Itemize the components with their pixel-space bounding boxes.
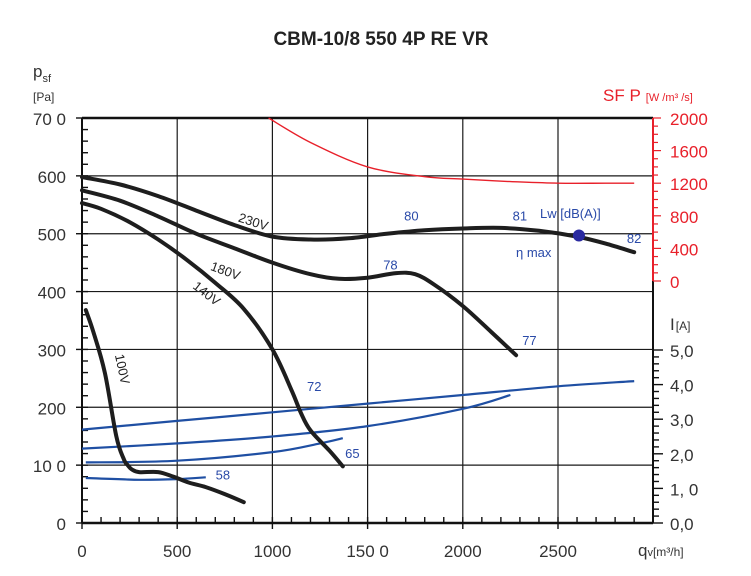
current-curve-i-230v — [81, 380, 635, 431]
y3-axis-label-main: I — [670, 315, 675, 334]
y-axis-label: psf — [33, 62, 52, 85]
y3-tick-label: 5,0 — [670, 342, 694, 361]
y3-tick-label: 4,0 — [670, 377, 694, 396]
series — [80, 117, 637, 505]
y3-axis-label: I[A] — [670, 315, 690, 334]
y-axis-label-sub: sf — [42, 73, 52, 85]
x-tick-label: 150 0 — [346, 542, 389, 561]
x-tick-label: 2500 — [539, 542, 577, 561]
eta-max-label: η max — [516, 245, 552, 260]
y-tick-label: 70 0 — [33, 110, 66, 129]
x-tick-label: 2000 — [444, 542, 482, 561]
x-tick-label: 500 — [163, 542, 191, 561]
y-tick-label: 500 — [38, 226, 66, 245]
current-curve-i-100v — [85, 476, 206, 481]
lw-label: 65 — [345, 446, 359, 461]
y-axis-unit: [Pa] — [33, 90, 54, 104]
y2-tick-label: 2000 — [670, 110, 708, 129]
y2-axis-label-main: SF P — [603, 86, 641, 105]
y2-tick-label: 400 — [670, 240, 698, 259]
y3-tick-label: 1, 0 — [670, 480, 698, 499]
x-axis-label: qv[m³/h] — [638, 541, 684, 560]
y3-tick-label: 3,0 — [670, 411, 694, 430]
lw-label: 77 — [522, 333, 536, 348]
y-tick-label: 600 — [38, 168, 66, 187]
x-axis-label-unit: [m³/h] — [653, 545, 684, 559]
lw-annotation: Lw [dB(A)] — [540, 206, 601, 221]
axes — [76, 116, 663, 529]
y2-tick-label: 0 — [670, 273, 679, 292]
curve-label-100v: 100V — [112, 353, 133, 386]
pressure-curve-140v — [80, 201, 345, 469]
y-tick-label: 400 — [38, 284, 66, 303]
chart-title: CBM-10/8 550 4P RE VR — [273, 29, 488, 50]
lw-label: 80 — [404, 208, 418, 223]
lw-label: 78 — [383, 258, 397, 273]
y-axis-label-main: p — [33, 62, 42, 81]
x-axis-label-main: q — [638, 541, 647, 560]
pressure-curve-180v — [80, 188, 519, 358]
y2-axis-label: SF P [W /m³ /s] — [603, 86, 693, 105]
y3-axis-unit: [A] — [676, 319, 691, 333]
y2-tick-label: 800 — [670, 208, 698, 227]
x-tick-label: 1000 — [253, 542, 291, 561]
eta-max-point — [572, 229, 585, 242]
x-tick-label: 0 — [77, 542, 86, 561]
lw-label: 58 — [216, 468, 230, 483]
lw-label: 82 — [627, 231, 641, 246]
x-axis-label-sub: v — [647, 547, 653, 559]
y-tick-label: 10 0 — [33, 457, 66, 476]
lw-label: 72 — [307, 379, 321, 394]
y2-axis-unit: [W /m³ /s] — [646, 92, 693, 104]
y-tick-label: 200 — [38, 399, 66, 418]
current-curve-i-140v — [85, 437, 344, 464]
sfp-curve — [268, 117, 635, 185]
lw-label: 81 — [513, 208, 527, 223]
y-tick-label: 0 — [57, 515, 66, 534]
y3-tick-label: 0,0 — [670, 515, 694, 534]
pressure-curve-100v — [83, 308, 246, 505]
y-tick-label: 300 — [38, 341, 66, 360]
y3-tick-label: 2,0 — [670, 446, 694, 465]
curve-label-140v: 140V — [190, 278, 223, 309]
y2-tick-label: 1200 — [670, 175, 708, 194]
pressure-curve-230v — [80, 175, 637, 255]
y2-tick-label: 1600 — [670, 143, 708, 162]
